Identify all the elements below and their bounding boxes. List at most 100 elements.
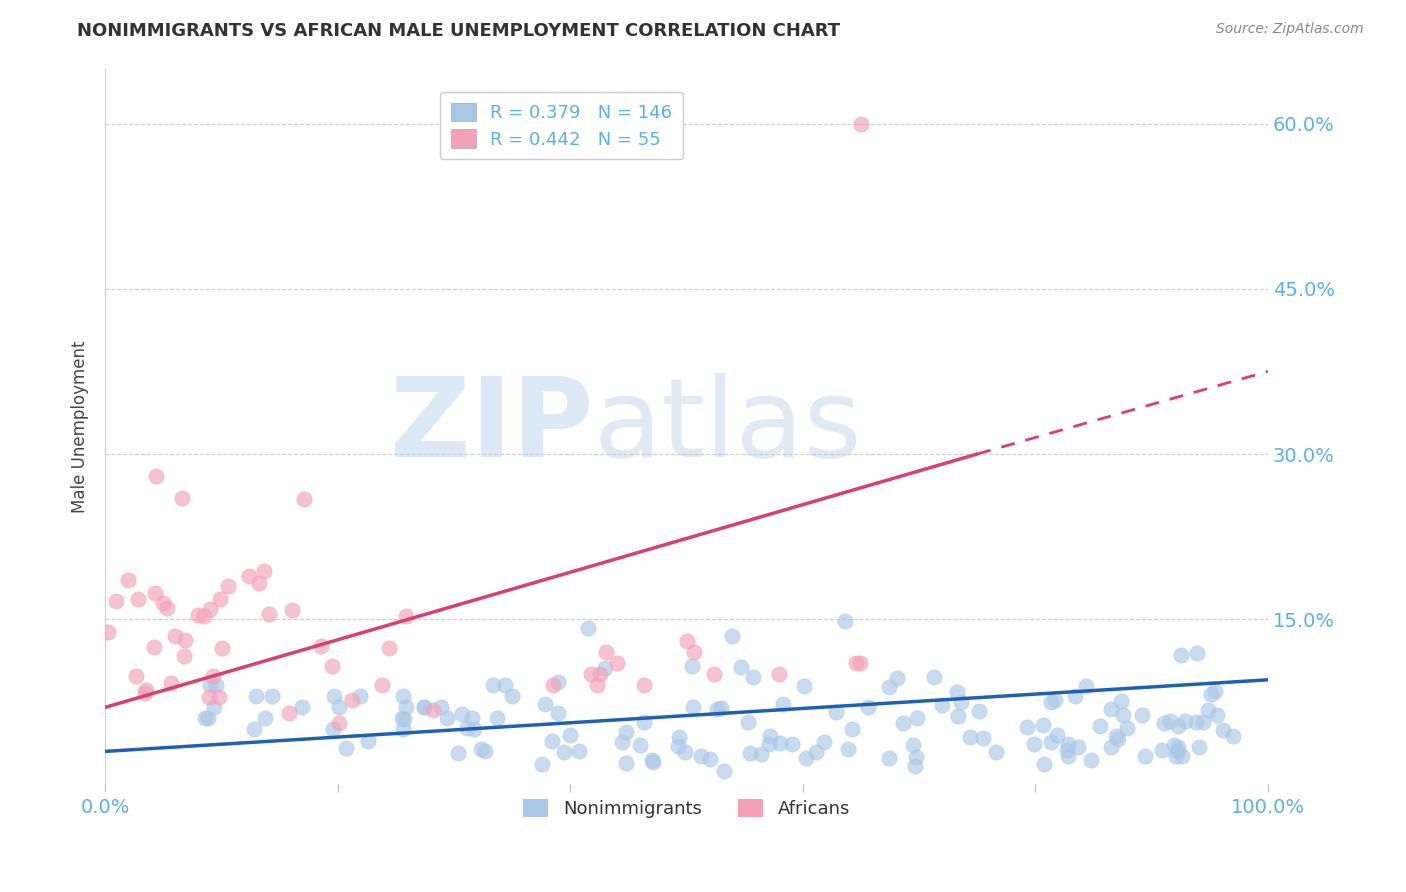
Point (534, 697, 557, 711)
Point (134, 686, 156, 700)
Point (837, 741, 859, 756)
Point (1088, 719, 1111, 733)
Point (699, 752, 721, 766)
Point (749, 747, 772, 761)
Point (194, 711, 217, 725)
Point (903, 738, 925, 752)
Point (135, 682, 157, 697)
Point (422, 703, 444, 717)
Point (950, 695, 973, 709)
Point (737, 714, 759, 729)
Point (703, 667, 725, 681)
Point (501, 690, 523, 704)
Text: Source: ZipAtlas.com: Source: ZipAtlas.com (1216, 22, 1364, 37)
Point (321, 659, 343, 673)
Point (904, 759, 927, 773)
Point (260, 690, 283, 704)
Point (340, 693, 363, 707)
Point (1188, 740, 1211, 755)
Point (245, 690, 267, 704)
Point (579, 667, 602, 681)
Point (202, 700, 225, 714)
Point (1056, 748, 1078, 763)
Point (253, 564, 276, 578)
Point (217, 579, 239, 593)
Point (152, 597, 174, 611)
Point (740, 746, 762, 760)
Point (335, 741, 357, 756)
Point (877, 680, 900, 694)
Text: atlas: atlas (593, 373, 862, 480)
Point (451, 707, 474, 722)
Point (474, 744, 496, 758)
Point (1171, 749, 1194, 764)
Point (309, 639, 332, 653)
Point (673, 745, 696, 759)
Point (668, 731, 690, 745)
Text: NONIMMIGRANTS VS AFRICAN MALE UNEMPLOYMENT CORRELATION CHART: NONIMMIGRANTS VS AFRICAN MALE UNEMPLOYME… (77, 22, 841, 40)
Point (1063, 689, 1085, 703)
Point (1022, 737, 1045, 751)
Point (463, 723, 485, 737)
Point (721, 629, 744, 643)
Point (1167, 744, 1189, 758)
Point (1167, 740, 1189, 755)
Point (628, 738, 651, 752)
Point (322, 690, 344, 704)
Point (1130, 708, 1153, 723)
Point (690, 749, 713, 764)
Point (1153, 715, 1175, 730)
Point (541, 733, 564, 747)
Point (959, 730, 981, 744)
Point (614, 756, 637, 771)
Point (922, 670, 945, 684)
Point (392, 722, 415, 736)
Point (641, 753, 664, 767)
Point (105, 594, 128, 608)
Point (547, 706, 569, 720)
Point (395, 609, 418, 624)
Point (328, 716, 350, 731)
Point (370, 678, 392, 692)
Point (211, 640, 233, 655)
Point (741, 670, 763, 684)
Point (392, 690, 415, 704)
Point (768, 667, 790, 681)
Point (877, 751, 900, 765)
Point (547, 675, 569, 690)
Point (1184, 714, 1206, 729)
Point (1212, 723, 1234, 738)
Point (460, 711, 482, 725)
Point (238, 569, 260, 583)
Point (322, 723, 344, 737)
Point (254, 711, 277, 725)
Point (710, 701, 733, 715)
Point (606, 657, 628, 671)
Point (967, 704, 990, 718)
Point (586, 678, 609, 692)
Point (568, 744, 591, 758)
Point (683, 645, 706, 659)
Point (485, 711, 508, 725)
Point (247, 575, 270, 590)
Point (793, 679, 815, 693)
Point (905, 750, 928, 764)
Point (643, 755, 665, 769)
Point (1170, 648, 1192, 663)
Point (576, 621, 599, 635)
Point (173, 648, 195, 663)
Point (610, 735, 633, 749)
Point (1056, 743, 1078, 757)
Point (713, 764, 735, 779)
Point (845, 657, 868, 671)
Point (1057, 737, 1080, 751)
Point (1174, 714, 1197, 728)
Point (730, 660, 752, 674)
Point (349, 690, 371, 704)
Point (436, 711, 458, 725)
Point (984, 745, 1007, 759)
Point (834, 614, 856, 628)
Point (531, 756, 554, 771)
Point (394, 713, 416, 727)
Point (377, 640, 399, 655)
